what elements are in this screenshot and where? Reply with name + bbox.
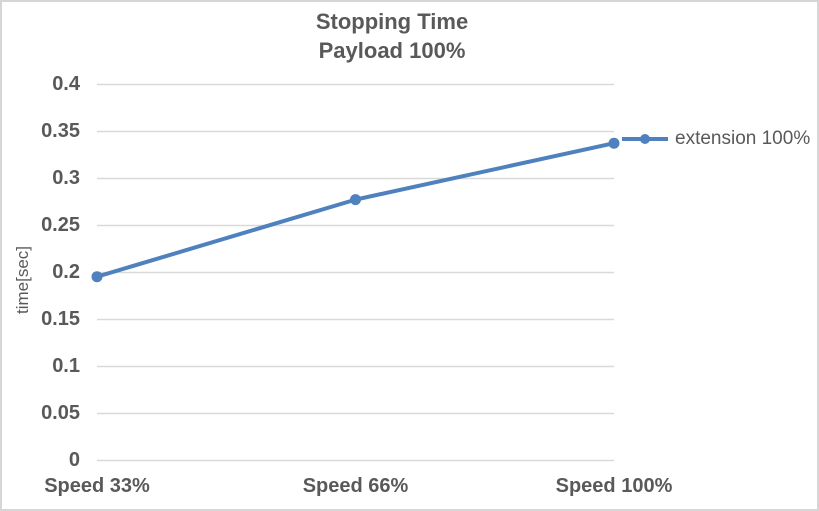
y-tick-label: 0.3 <box>52 167 80 189</box>
data-point-marker <box>608 137 620 149</box>
legend: extension 100% <box>622 125 810 153</box>
y-tick-label: 0.25 <box>41 214 80 236</box>
x-tick-label: Speed 100% <box>555 475 673 497</box>
data-point-marker <box>91 271 103 283</box>
y-tick-label: 0.15 <box>41 308 80 330</box>
legend-line-marker-icon <box>622 134 668 144</box>
chart-title: Stopping Time Payload 100% <box>2 7 782 65</box>
x-tick-label: Speed 33% <box>44 475 150 497</box>
y-tick-label: 0 <box>68 449 80 471</box>
x-tick-label: Speed 66% <box>302 475 409 497</box>
y-tick-label: 0.2 <box>52 261 80 283</box>
chart-title-line1: Stopping Time <box>315 9 469 34</box>
y-tick-label: 0.05 <box>41 402 80 424</box>
chart-title-line2: Payload 100% <box>318 38 466 63</box>
y-tick-label: 0.4 <box>52 73 80 95</box>
legend-label: extension 100% <box>675 128 811 149</box>
series-line <box>95 141 616 279</box>
y-tick-label: 0.35 <box>41 120 80 142</box>
y-tick-label: 0.1 <box>52 355 80 377</box>
data-point-marker <box>350 194 361 206</box>
